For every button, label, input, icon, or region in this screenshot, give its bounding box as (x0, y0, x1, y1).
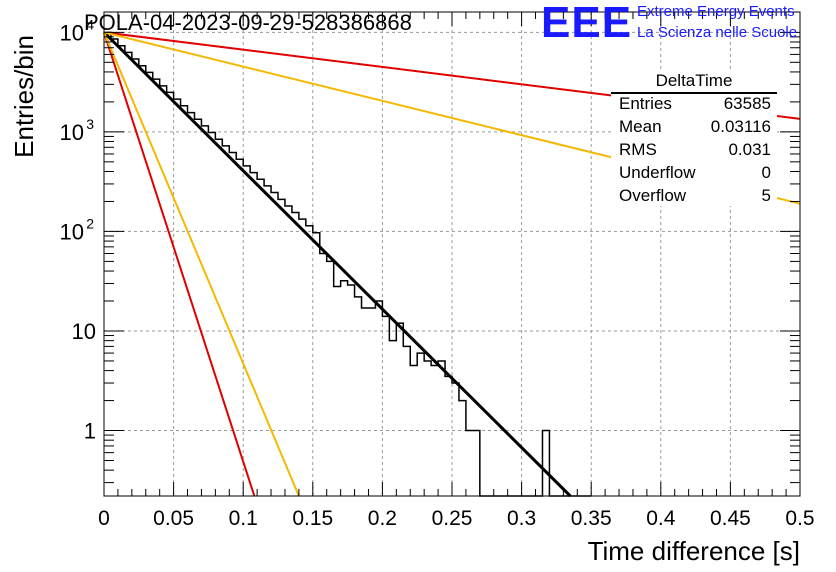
stats-value: 0.03116 (710, 117, 771, 136)
histogram-outline (104, 31, 592, 497)
y-tick-label: 10 (60, 20, 84, 45)
x-axis: 0 0.05 0.1 0.15 0.2 0.25 0.3 0.35 0.4 0.45 0.5 (98, 12, 815, 530)
x-tick-label: 0.3 (507, 507, 536, 530)
x-tick-label: 0.5 (785, 507, 814, 530)
y-tick-label: 1 (84, 419, 96, 444)
chart-title: POLA-04-2023-09-29-528386868 (84, 10, 412, 35)
stats-row-overflow: Overflow 5 (619, 184, 771, 207)
y-tick-exponent: 4 (86, 16, 94, 32)
x-axis-label: Time difference [s] (588, 536, 800, 566)
stats-label: RMS (619, 140, 657, 159)
grid-lines (104, 12, 800, 496)
stats-label: Overflow (619, 186, 687, 205)
stats-row-entries: Entries 63585 (619, 92, 771, 115)
y-axis-label: Entries/bin (9, 35, 39, 158)
stats-value: 0.031 (728, 140, 771, 159)
x-tick-label: 0 (98, 507, 110, 530)
stats-label: Mean (619, 117, 662, 136)
fit-line (103, 32, 256, 497)
x-tick-label: 0.1 (229, 507, 258, 530)
y-tick-label: 10 (60, 219, 84, 244)
logo-line-2: La Scienza nelle Scuole (637, 24, 798, 41)
x-tick-label: 0.2 (368, 507, 397, 530)
y-tick-label: 10 (60, 120, 84, 145)
x-tick-label: 0.15 (292, 507, 333, 530)
x-tick-label: 0.25 (432, 507, 473, 530)
stats-value: 5 (761, 186, 771, 205)
x-tick-label: 0.45 (710, 507, 751, 530)
y-tick-exponent: 2 (86, 215, 94, 231)
stats-label: Underflow (619, 163, 696, 182)
stats-row-mean: Mean 0.03116 (619, 115, 771, 138)
eee-logo: EEE (541, 0, 633, 47)
logo-line-1: Extreme Energy Events (637, 3, 795, 20)
stats-row-rms: RMS 0.031 (619, 138, 771, 161)
fit-line (102, 31, 572, 498)
stats-box: DeltaTime Entries 63585 Mean 0.03116 RMS… (611, 70, 777, 206)
y-tick-label: 10 (72, 319, 96, 344)
stats-value: 0 (761, 163, 771, 182)
stats-label: Entries (619, 94, 672, 113)
x-tick-label: 0.4 (646, 507, 676, 530)
stats-row-underflow: Underflow 0 (619, 161, 771, 184)
stats-value: 63585 (723, 94, 771, 113)
stats-title: DeltaTime (611, 70, 777, 94)
y-tick-exponent: 3 (86, 116, 94, 132)
x-tick-label: 0.35 (571, 507, 612, 530)
histogram (104, 31, 592, 497)
x-tick-label: 0.05 (153, 507, 194, 530)
fit-line (103, 31, 300, 497)
